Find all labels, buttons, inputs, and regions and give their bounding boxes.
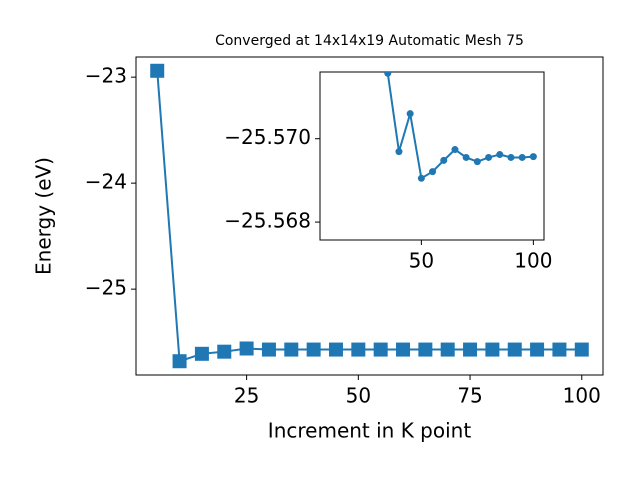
marker: [261, 342, 276, 357]
x-tick-label: 50: [346, 384, 371, 408]
marker: [574, 342, 589, 357]
chart-title: Converged at 14x14x19 Automatic Mesh 75: [215, 33, 524, 49]
series: [384, 72, 537, 182]
marker: [529, 153, 537, 161]
marker: [518, 153, 526, 161]
y-tick-label: −25.570: [224, 125, 311, 149]
marker: [451, 146, 459, 154]
marker: [485, 342, 500, 357]
marker: [530, 342, 545, 357]
series: [150, 63, 589, 369]
x-tick-label: 75: [457, 384, 482, 408]
y-tick-label: −24: [85, 170, 127, 194]
marker: [351, 342, 366, 357]
marker: [239, 341, 254, 356]
marker: [384, 72, 392, 77]
y-axis-label: Energy (eV): [32, 157, 56, 275]
x-tick-label: 100: [563, 384, 601, 408]
marker: [417, 174, 425, 182]
marker: [440, 342, 455, 357]
x-tick-label: 25: [234, 384, 259, 408]
marker: [150, 63, 165, 78]
marker: [473, 158, 481, 166]
marker: [217, 344, 232, 359]
marker: [328, 342, 343, 357]
marker: [306, 342, 321, 357]
x-tick-label: 50: [409, 249, 434, 273]
y-tick-label: −25: [85, 276, 127, 300]
x-axis-label: Increment in K point: [268, 419, 472, 443]
x-tick-label: 100: [514, 249, 552, 273]
marker: [507, 153, 515, 161]
marker: [396, 342, 411, 357]
y-tick-label: −25.568: [224, 209, 311, 233]
marker: [429, 168, 437, 176]
marker: [552, 342, 567, 357]
marker: [418, 342, 433, 357]
marker: [395, 148, 403, 156]
y-tick-label: −23: [85, 64, 127, 88]
marker: [462, 153, 470, 161]
marker: [463, 342, 478, 357]
marker: [406, 110, 414, 118]
marker: [440, 156, 448, 164]
marker: [496, 151, 504, 159]
marker: [194, 346, 209, 361]
marker: [172, 354, 187, 369]
marker: [373, 342, 388, 357]
marker: [507, 342, 522, 357]
marker: [284, 342, 299, 357]
marker: [485, 153, 493, 161]
